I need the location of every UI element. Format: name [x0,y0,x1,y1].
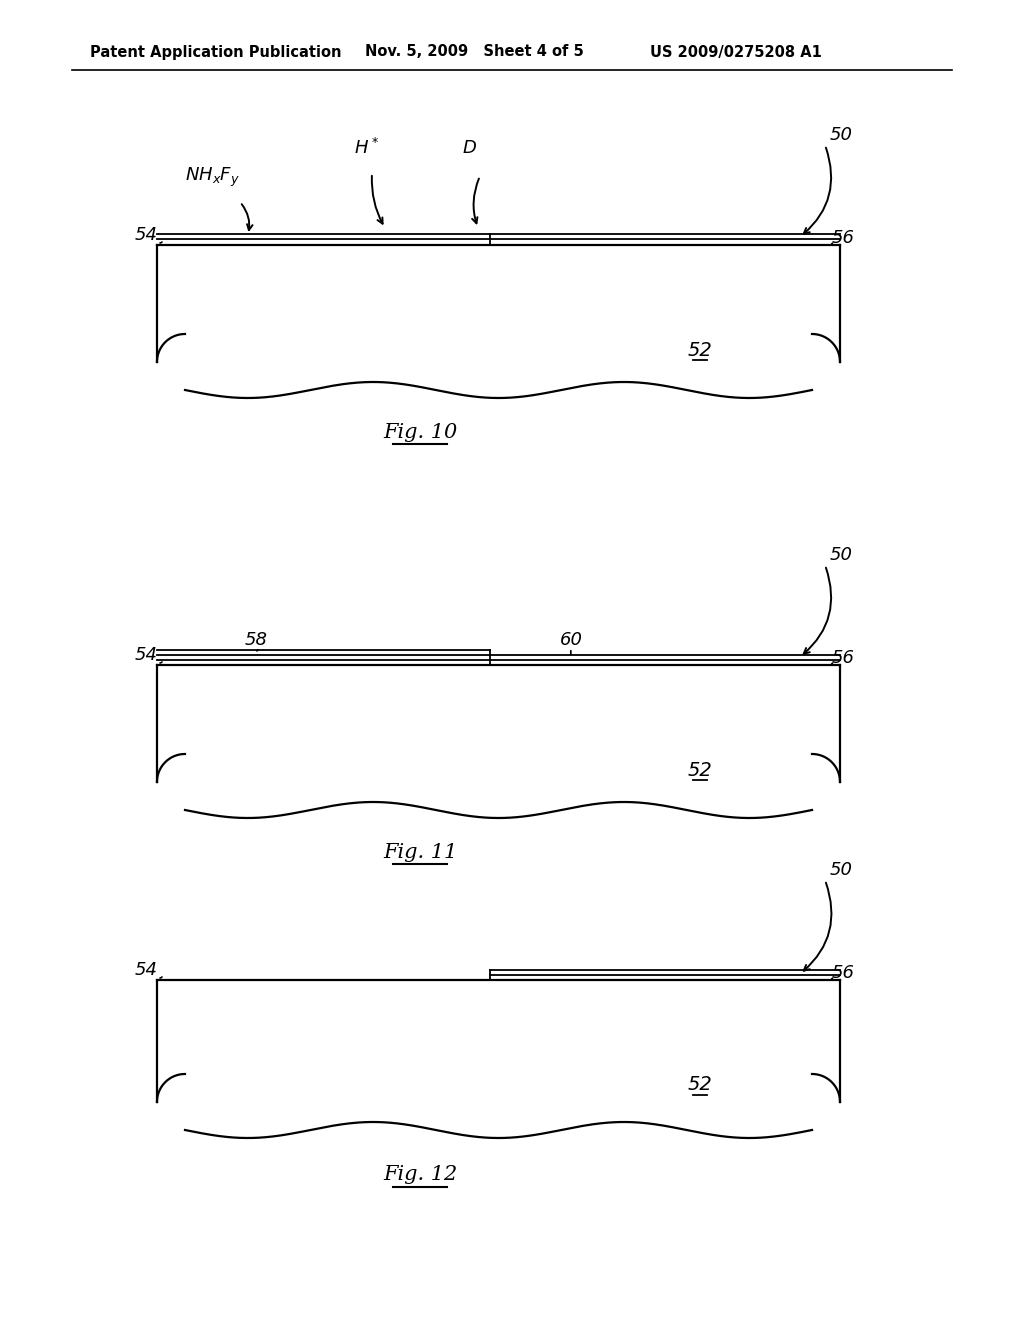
Text: 56: 56 [831,649,855,667]
Text: Nov. 5, 2009   Sheet 4 of 5: Nov. 5, 2009 Sheet 4 of 5 [365,45,584,59]
Text: 56: 56 [831,228,855,247]
Text: $H^*$: $H^*$ [354,139,380,158]
Text: 52: 52 [688,760,713,780]
Text: 50: 50 [830,125,853,144]
Text: 52: 52 [688,341,713,359]
Text: 54: 54 [135,645,158,664]
Text: US 2009/0275208 A1: US 2009/0275208 A1 [650,45,822,59]
Text: Fig. 10: Fig. 10 [383,422,457,441]
Text: Patent Application Publication: Patent Application Publication [90,45,341,59]
Text: 56: 56 [831,964,855,982]
Text: Fig. 11: Fig. 11 [383,842,457,862]
Text: $D$: $D$ [463,139,477,157]
Text: 54: 54 [135,961,158,979]
Text: 54: 54 [135,226,158,244]
Text: 58: 58 [245,631,268,649]
Text: 52: 52 [688,1076,713,1094]
Text: 50: 50 [830,546,853,564]
Text: $NH_xF_y$: $NH_xF_y$ [185,165,240,189]
Text: 60: 60 [560,631,583,649]
Text: 50: 50 [830,861,853,879]
Text: Fig. 12: Fig. 12 [383,1166,457,1184]
